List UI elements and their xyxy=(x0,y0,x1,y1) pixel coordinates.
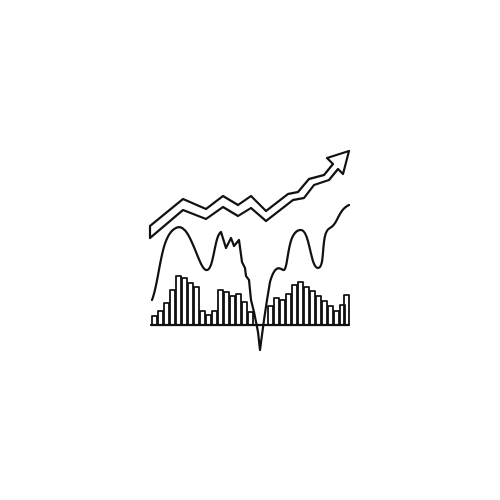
histogram-bar xyxy=(267,305,274,326)
histogram-bar xyxy=(151,315,158,326)
trend-arrow-icon xyxy=(148,149,351,240)
histogram-bar xyxy=(205,314,212,326)
histogram-bar xyxy=(309,290,316,326)
histogram-bar xyxy=(241,301,248,326)
histogram-bar xyxy=(333,310,340,326)
histogram-bar xyxy=(187,282,194,326)
wave-line xyxy=(150,203,351,352)
histogram-bar xyxy=(297,281,304,326)
histogram-bar xyxy=(315,295,322,326)
histogram-bar xyxy=(229,295,236,326)
histogram-bar xyxy=(273,297,280,326)
histogram-bar xyxy=(247,311,254,326)
histogram-bar xyxy=(211,310,218,326)
histogram-bar xyxy=(157,310,164,326)
histogram-bar xyxy=(175,275,182,326)
histogram-bar xyxy=(285,293,292,326)
histogram-bar xyxy=(181,277,188,326)
histogram-bar xyxy=(163,302,170,326)
histogram-bar xyxy=(291,284,298,326)
histogram-bar xyxy=(217,289,224,326)
bar-histogram xyxy=(151,275,350,326)
histogram-bar xyxy=(223,291,230,326)
histogram-bar xyxy=(321,300,328,326)
histogram-bar xyxy=(169,289,176,326)
histogram-bar xyxy=(279,299,286,326)
histogram-bar xyxy=(193,286,200,326)
histogram-bar xyxy=(327,305,334,326)
histogram-bar xyxy=(199,310,206,326)
histogram-bar xyxy=(235,293,242,326)
histogram-bar xyxy=(343,294,350,326)
histogram-bar xyxy=(303,286,310,326)
